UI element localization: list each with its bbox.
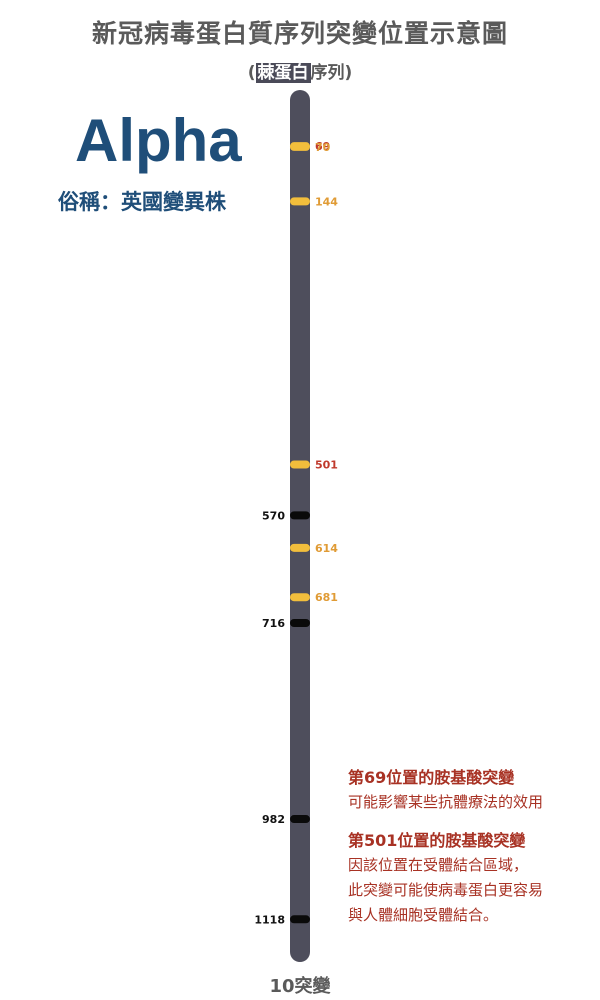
variant-nickname: 俗稱：英國變異株 (58, 190, 226, 214)
mutation-label-144: 144 (315, 195, 338, 208)
mutation-label-69: 69 (315, 140, 330, 153)
mutation-marker-614 (290, 543, 310, 552)
mutation-marker-681 (290, 593, 310, 602)
mutation-label-501: 501 (315, 459, 338, 472)
mutation-marker-982 (290, 815, 310, 824)
subtitle-open: ( (247, 63, 256, 83)
subtitle-rest: 序列) (310, 63, 353, 83)
mutation-marker-70 (290, 142, 310, 151)
mutation-marker-1118 (290, 915, 310, 924)
mutation-marker-501 (290, 460, 310, 469)
note-69: 第69位置的胺基酸突變 可能影響某些抗體療法的效用 (348, 766, 593, 815)
variant-name: Alpha (75, 107, 242, 174)
note-501-heading: 第501位置的胺基酸突變 (348, 831, 526, 850)
note-501: 第501位置的胺基酸突變 因該位置在受體結合區域， 此突變可能使病毒蛋白更容易 … (348, 829, 593, 928)
mutation-label-570: 570 (262, 509, 285, 522)
mutation-label-716: 716 (262, 617, 285, 630)
mutation-label-1118: 1118 (254, 913, 285, 926)
sequence-bar (290, 90, 310, 962)
mutation-label-614: 614 (315, 542, 338, 555)
mutation-label-681: 681 (315, 591, 338, 604)
mutation-label-70: 70 (315, 141, 331, 154)
note-501-line: 此突變可能使病毒蛋白更容易 (348, 881, 544, 899)
mutation-marker-570 (290, 511, 310, 520)
mutation-label-982: 982 (262, 813, 285, 826)
note-69-heading: 第69位置的胺基酸突變 (348, 768, 515, 787)
page-subtitle: (棘蛋白 序列) (0, 58, 600, 83)
notes-panel: 第69位置的胺基酸突變 可能影響某些抗體療法的效用 第501位置的胺基酸突變 因… (348, 766, 593, 942)
note-501-line: 因該位置在受體結合區域， (348, 856, 529, 874)
note-69-line: 可能影響某些抗體療法的效用 (348, 793, 544, 811)
mutation-marker-716 (290, 618, 310, 627)
mutation-marker-144 (290, 197, 310, 206)
page-title: 新冠病毒蛋白質序列突變位置示意圖 (91, 19, 508, 48)
mutation-total: 10突變 (269, 976, 331, 997)
note-501-line: 與人體細胞受體結合。 (348, 906, 499, 924)
subtitle-highlight: 棘蛋白 (255, 63, 311, 83)
